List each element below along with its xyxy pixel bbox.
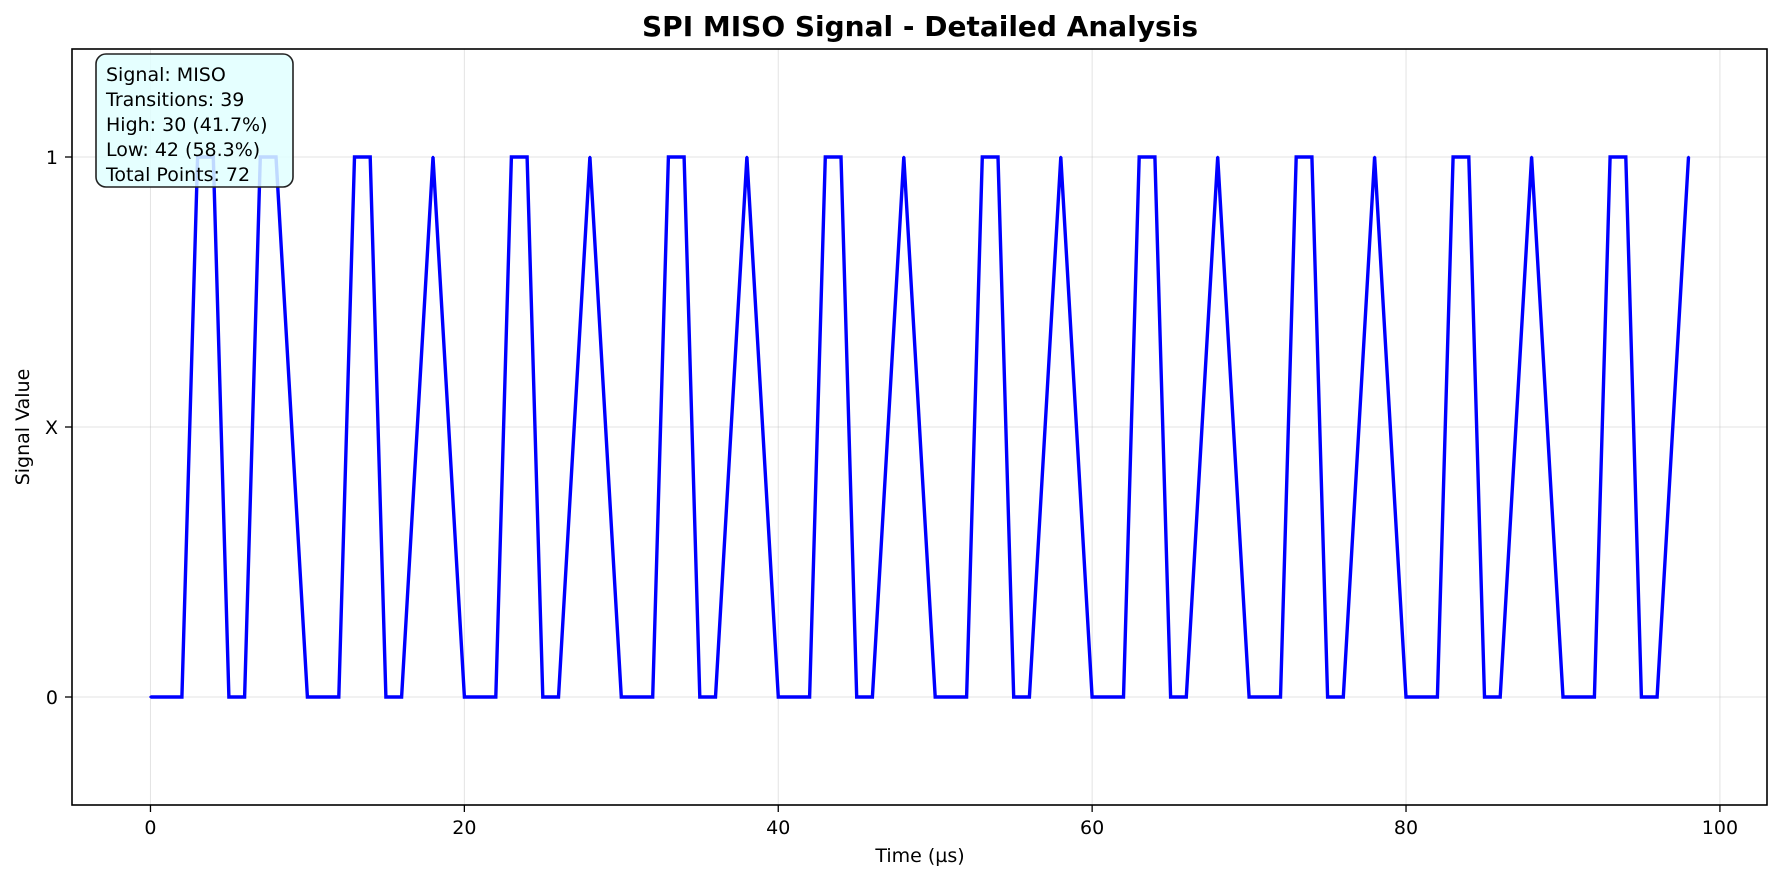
data-point [1326, 695, 1329, 699]
data-point [1090, 695, 1094, 699]
data-point [1436, 695, 1439, 699]
data-point [1404, 695, 1408, 699]
stats-line: Signal: MISO [106, 64, 226, 86]
stats-annotation: Signal: MISO Transitions: 39 High: 30 (41.… [95, 53, 294, 188]
data-point [1059, 155, 1062, 159]
y-axis: 0 X 1 [45, 147, 72, 709]
data-point [400, 695, 403, 699]
x-tick-label: 40 [766, 817, 790, 839]
data-point [337, 695, 341, 699]
data-point [1216, 155, 1219, 159]
data-point [682, 155, 686, 159]
stats-line: Low: 42 (58.3%) [106, 139, 260, 161]
data-point [1640, 695, 1643, 699]
x-tick-label: 100 [1702, 817, 1738, 839]
data-point [368, 155, 372, 159]
data-point [620, 695, 623, 699]
data-point [494, 695, 497, 699]
data-point [965, 695, 968, 699]
data-point [1012, 695, 1015, 699]
data-point [1655, 695, 1659, 699]
data-point [1561, 695, 1565, 699]
data-point [306, 695, 309, 699]
data-point [1153, 155, 1157, 159]
data-point [384, 695, 388, 699]
data-point [1342, 695, 1345, 699]
data-point [808, 695, 811, 699]
data-point [510, 155, 513, 159]
data-point [1498, 695, 1502, 699]
stats-box-frame [95, 53, 294, 188]
data-point [1451, 155, 1455, 159]
data-point [1122, 695, 1125, 699]
y-axis-title: Signal Value [12, 369, 34, 486]
data-point [1608, 155, 1612, 159]
data-point [996, 155, 1000, 159]
data-point [1530, 155, 1533, 159]
data-point [180, 695, 184, 699]
data-point [1185, 695, 1188, 699]
data-point [1310, 155, 1314, 159]
data-point [1373, 155, 1376, 159]
data-point [588, 155, 592, 159]
data-point [1169, 695, 1172, 699]
data-point [1687, 155, 1690, 159]
data-point [698, 695, 701, 699]
data-point [463, 695, 466, 699]
data-point [525, 155, 529, 159]
data-point [714, 695, 717, 699]
data-point [1138, 155, 1141, 159]
y-tick-label: 1 [46, 147, 58, 169]
data-point [1294, 155, 1298, 159]
data-point [541, 695, 545, 699]
data-point [353, 155, 356, 159]
x-tick-label: 80 [1394, 817, 1418, 839]
data-point [1483, 695, 1486, 699]
stats-line: Total Points: 72 [105, 164, 250, 186]
data-point [431, 155, 435, 159]
chart-title: SPI MISO Signal - Detailed Analysis [642, 10, 1198, 43]
data-point [871, 695, 874, 699]
data-point [855, 695, 858, 699]
data-point [149, 695, 152, 699]
data-point [1593, 695, 1596, 699]
data-point [227, 695, 231, 699]
stats-line: High: 30 (41.7%) [106, 114, 268, 136]
data-point [1467, 155, 1471, 159]
data-point [557, 695, 560, 699]
data-point [839, 155, 843, 159]
data-point [745, 155, 749, 159]
data-point [933, 695, 937, 699]
data-point [667, 155, 670, 159]
data-point [824, 155, 827, 159]
y-tick-label: X [45, 417, 58, 439]
stats-line: Transitions: 39 [105, 89, 244, 111]
data-point [1279, 695, 1282, 699]
data-point [777, 695, 780, 699]
x-tick-label: 60 [1080, 817, 1104, 839]
x-tick-label: 0 [144, 817, 156, 839]
x-axis: 0 20 40 60 80 100 [144, 805, 1738, 839]
data-point [651, 695, 654, 699]
y-tick-label: 0 [46, 687, 58, 709]
data-point [243, 695, 246, 699]
x-axis-title: Time (µs) [874, 845, 964, 867]
data-point [981, 155, 984, 159]
data-point [1247, 695, 1251, 699]
data-point [1028, 695, 1031, 699]
data-point [1624, 155, 1627, 159]
x-tick-label: 20 [452, 817, 476, 839]
data-point [902, 155, 906, 159]
series-layer [149, 155, 1691, 699]
